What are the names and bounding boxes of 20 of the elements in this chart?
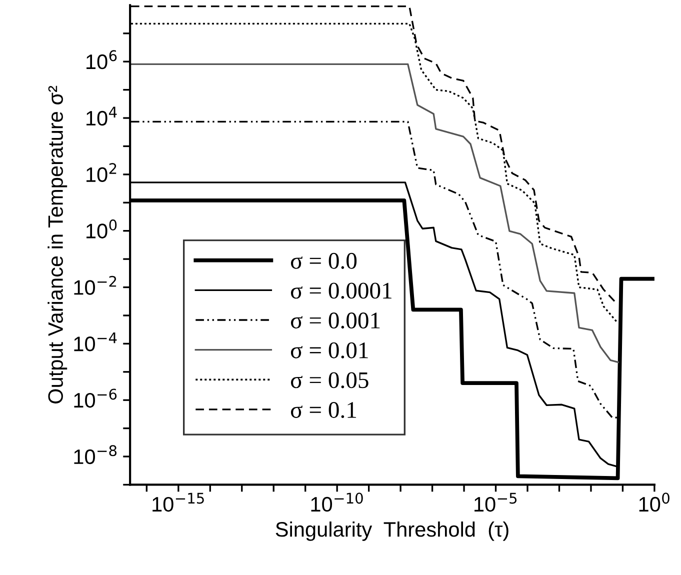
legend-label: σ = 0.0001 [290, 282, 392, 299]
legend-label: σ = 0.1 [290, 402, 356, 418]
legend-label: σ = 0.001 [290, 312, 380, 329]
y-tick-label: 10$^{−6}$ [74, 388, 117, 408]
y-tick-label: 10$^{0}$ [86, 219, 117, 238]
legend-label: σ = 0.05 [290, 372, 368, 388]
legend-label: σ = 0.01 [290, 342, 368, 358]
y-tick-label: 10$^{−2}$ [74, 276, 116, 295]
y-tick-label: 10$^{−4}$ [74, 332, 117, 352]
x-axis-title: Singularity Threshold (τ) [276, 522, 508, 541]
x-tick-label: 10$^{−5}$ [474, 492, 517, 512]
x-tick-label: 10$^{−10}$ [311, 492, 363, 512]
y-tick-label: 10$^{−8}$ [74, 445, 117, 464]
y-tick-label: 10$^{2}$ [86, 163, 116, 182]
legend-label: σ = 0.0 [290, 252, 357, 269]
y-tick-label: 10$^{6}$ [86, 50, 117, 70]
x-tick-label: 10$^{−15}$ [152, 492, 204, 512]
x-tick-label: 10$^{0}$ [639, 492, 670, 512]
y-axis-title: Output Variance in Temperature σ² [48, 86, 68, 404]
y-tick-label: 10$^{4}$ [86, 106, 117, 126]
